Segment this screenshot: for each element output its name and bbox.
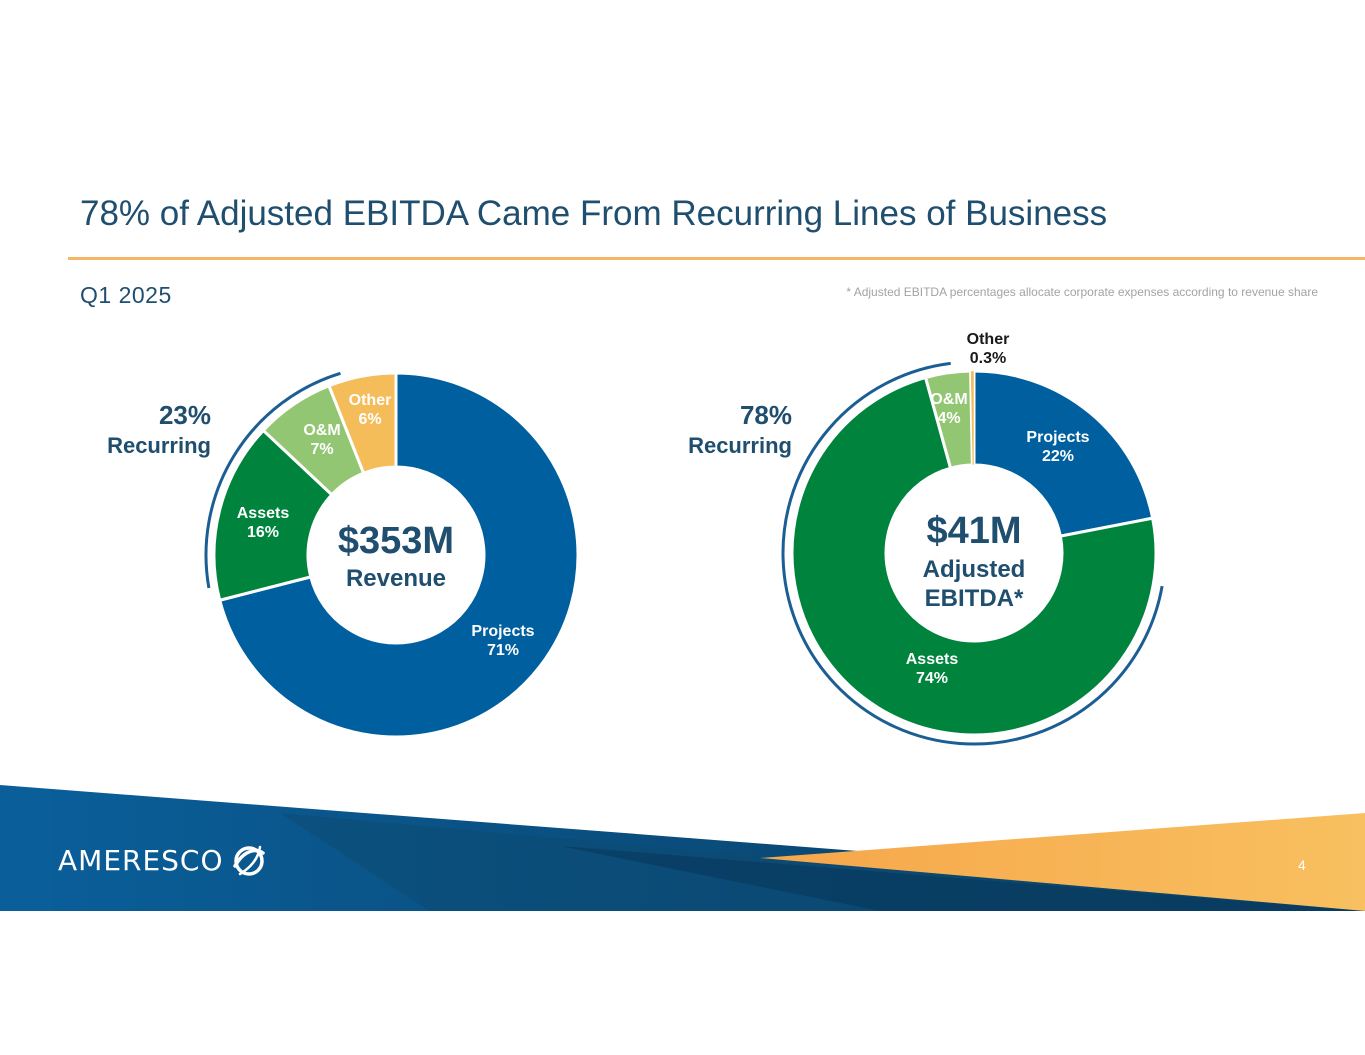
title-divider [68, 257, 1365, 260]
donut-slice-other [970, 370, 975, 466]
slice-label-other: Other 0.3% [967, 331, 1010, 367]
page-title: 78% of Adjusted EBITDA Came From Recurri… [80, 194, 1108, 233]
page-number: 4 [1298, 857, 1306, 873]
ameresco-logo: AMERESCO [58, 842, 268, 880]
logo-wordmark: AMERESCO [58, 844, 224, 877]
donut-slice-assets [212, 428, 334, 603]
slice-label-om: O&M 7% [303, 422, 340, 458]
slice-label-om: O&M 4% [930, 391, 967, 427]
slice-label-projects: Projects 22% [1026, 429, 1089, 465]
donut-charts: Projects 71% Assets 16% O&M 7%Other 6% 23% Recur… [107, 331, 1164, 746]
donut-slice-projects [972, 369, 1155, 538]
donut-slice-projects [217, 371, 580, 739]
center-label: Revenue [346, 565, 446, 592]
slice-label-other: Other 6% [349, 392, 392, 428]
donut-slice-assets [790, 375, 1158, 737]
recurring-label: Recurring [688, 433, 792, 458]
globe-icon [232, 845, 265, 876]
center-label: Adjusted EBITDA* [923, 556, 1026, 612]
recurring-arc [781, 361, 1164, 746]
recurring-percent: 23% [159, 400, 211, 430]
recurring-label: Recurring [107, 433, 211, 458]
slice-label-assets: Assets 74% [906, 651, 959, 687]
slice-label-projects: Projects 71% [471, 623, 534, 659]
center-value: $353M [338, 520, 454, 562]
center-value: $41M [926, 510, 1021, 552]
recurring-arc [204, 371, 341, 589]
period-subtitle: Q1 2025 [80, 282, 172, 308]
slice-label-assets: Assets 16% [237, 505, 290, 541]
footer-band [0, 785, 1365, 911]
donut-slice-other [327, 371, 398, 476]
recurring-percent: 78% [740, 400, 792, 430]
footnote: * Adjusted EBITDA percentages allocate c… [846, 285, 1318, 299]
